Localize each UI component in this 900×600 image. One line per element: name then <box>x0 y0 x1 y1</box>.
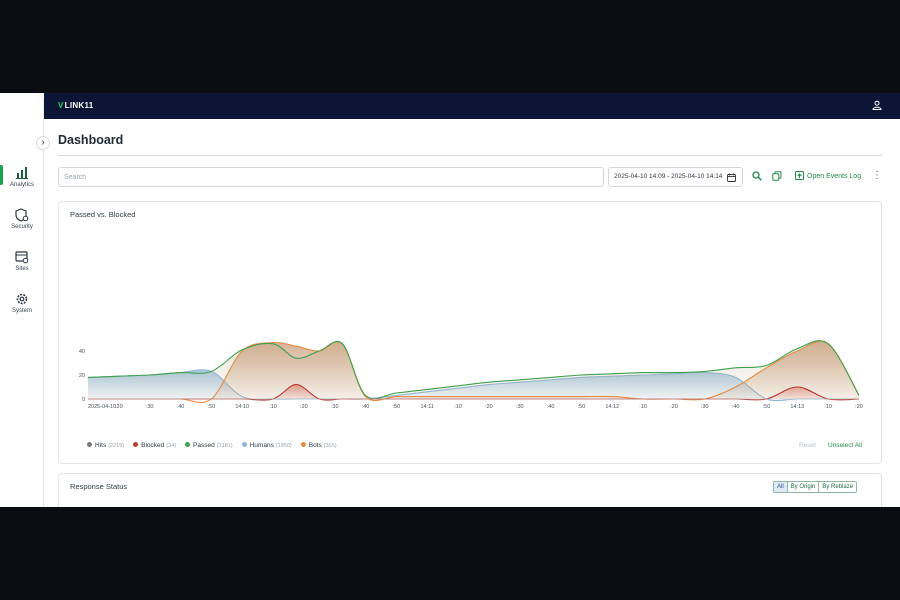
sidebar-item-security[interactable]: Security <box>0 208 44 230</box>
bar-chart-icon <box>16 167 28 179</box>
site-gear-icon <box>15 251 29 264</box>
shield-gear-icon <box>15 208 29 222</box>
x-tick-label: :50 <box>393 404 401 410</box>
sidebar-item-label: Analytics <box>9 182 34 188</box>
series-area-blocked <box>88 384 859 401</box>
date-range-value: 2025-04-10 14:09 - 2025-04-10 14:14 <box>614 173 723 180</box>
title-divider <box>58 155 882 156</box>
segment-control: All By Origin By Reblaze <box>773 481 858 493</box>
legend-item-passed[interactable]: Passed (2181) <box>185 442 233 449</box>
legend-label: Hits <box>95 442 107 449</box>
legend-item-blocked[interactable]: Blocked (34) <box>133 442 176 449</box>
x-tick-label: 14:11 <box>421 404 434 410</box>
sidebar-item-label: System <box>11 308 32 314</box>
more-options-icon[interactable]: ⋮ <box>872 170 882 181</box>
passed-vs-blocked-card: Passed vs. Blocked 0 20 40 2025-04-10:20:30… <box>58 201 882 464</box>
page-title: Dashboard <box>58 133 124 147</box>
chart-title: Passed vs. Blocked <box>70 210 136 219</box>
legend-count: (2215) <box>108 443 125 449</box>
external-log-icon <box>795 171 804 180</box>
legend-label: Humans <box>249 442 274 449</box>
brand-name: LINK11 <box>64 101 94 110</box>
copy-icon[interactable] <box>772 171 782 181</box>
search-icon[interactable] <box>752 171 762 181</box>
x-tick-label: :10 <box>824 404 832 410</box>
x-tick-label: :40 <box>732 404 740 410</box>
legend-count: (2181) <box>216 443 233 449</box>
x-tick-label: 14:10 <box>235 404 249 410</box>
x-tick-label: :50 <box>208 404 216 410</box>
x-tick-label: :40 <box>547 404 555 410</box>
x-tick-label: 14:13 <box>790 404 804 410</box>
x-tick-label: :20 <box>115 404 123 410</box>
sidebar-item-label: Sites <box>15 266 29 272</box>
response-status-card: Response Status All By Origin By Reblaze… <box>58 473 882 507</box>
x-tick-label: :10 <box>269 404 277 410</box>
legend-dot <box>241 442 247 447</box>
x-tick-label: :30 <box>701 404 709 410</box>
series-line-passed <box>87 340 860 400</box>
segment-by-reblaze[interactable]: By Reblaze <box>822 484 854 490</box>
brand-logo[interactable]: VLINK11 <box>58 101 94 110</box>
reset-button[interactable]: Reset <box>799 442 816 449</box>
user-icon[interactable] <box>872 100 882 110</box>
chart-title: Response Status <box>70 482 128 491</box>
chart-legend: Hits (2215) Blocked (34) Passed (2181) Humans(… <box>87 442 346 449</box>
sidebar-item-sites[interactable]: Sites <box>0 250 44 272</box>
legend-dot <box>87 442 92 447</box>
legend-count: (365) <box>323 443 337 449</box>
x-tick-label: :50 <box>578 404 586 410</box>
sidebar-item-label: Security <box>11 224 33 230</box>
x-tick-label: 14:12 <box>605 404 619 410</box>
x-tick-label: :30 <box>516 404 524 410</box>
x-tick-label: :40 <box>362 404 370 410</box>
x-tick-label: 2025-04-10 <box>88 404 116 410</box>
legend-item-hits[interactable]: Hits (2215) <box>87 442 124 449</box>
legend-item-humans[interactable]: Humans (1850) <box>241 442 292 449</box>
x-tick-label: :20 <box>670 404 678 410</box>
sidebar-collapse-button[interactable]: › <box>36 136 50 150</box>
active-indicator <box>0 165 3 185</box>
x-tick-label: :20 <box>855 404 863 410</box>
x-tick-label: :40 <box>177 404 185 410</box>
open-events-log-label: Open Events Log <box>807 173 862 180</box>
logo-mark-icon: V <box>58 101 64 110</box>
app-window: Analytics Security Sites System › <box>0 93 900 507</box>
x-tick-label: :20 <box>300 404 308 410</box>
unselect-all-button[interactable]: Unselect All <box>828 442 862 449</box>
segment-all[interactable]: All <box>774 482 788 492</box>
legend-count: (1850) <box>275 443 292 449</box>
sidebar-item-system[interactable]: System <box>0 292 44 314</box>
legend-label: Bots <box>308 442 322 449</box>
legend-item-bots[interactable]: Bots (365) <box>300 442 337 449</box>
gear-icon <box>16 293 28 305</box>
x-tick-label: :20 <box>485 404 493 410</box>
legend-dot <box>133 442 139 447</box>
legend-dot <box>185 442 191 447</box>
series-area-passed <box>88 340 859 399</box>
x-tick-label: :10 <box>454 404 462 410</box>
top-bar: VLINK11 <box>44 93 900 119</box>
search-input[interactable] <box>58 167 604 187</box>
y-tick-label: 20 <box>79 373 85 379</box>
calendar-icon <box>727 173 736 182</box>
y-tick-label: 0 <box>82 397 85 403</box>
x-tick-label: :30 <box>146 404 154 410</box>
legend-label: Blocked <box>141 442 165 449</box>
sidebar: Analytics Security Sites System <box>0 93 44 507</box>
legend-label: Passed <box>193 442 215 449</box>
x-tick-label: :50 <box>763 404 771 410</box>
legend-dot <box>300 442 306 447</box>
y-tick-label: 40 <box>79 349 85 355</box>
date-range-picker[interactable]: 2025-04-10 14:09 - 2025-04-10 14:14 <box>608 167 743 187</box>
x-tick-label: :30 <box>331 404 339 410</box>
x-tick-label: :10 <box>639 404 647 410</box>
segment-by-origin[interactable]: By Origin <box>788 482 820 492</box>
legend-count: (34) <box>166 443 177 449</box>
open-events-log-button[interactable]: Open Events Log <box>795 171 861 180</box>
sidebar-item-analytics[interactable]: Analytics <box>0 166 44 188</box>
